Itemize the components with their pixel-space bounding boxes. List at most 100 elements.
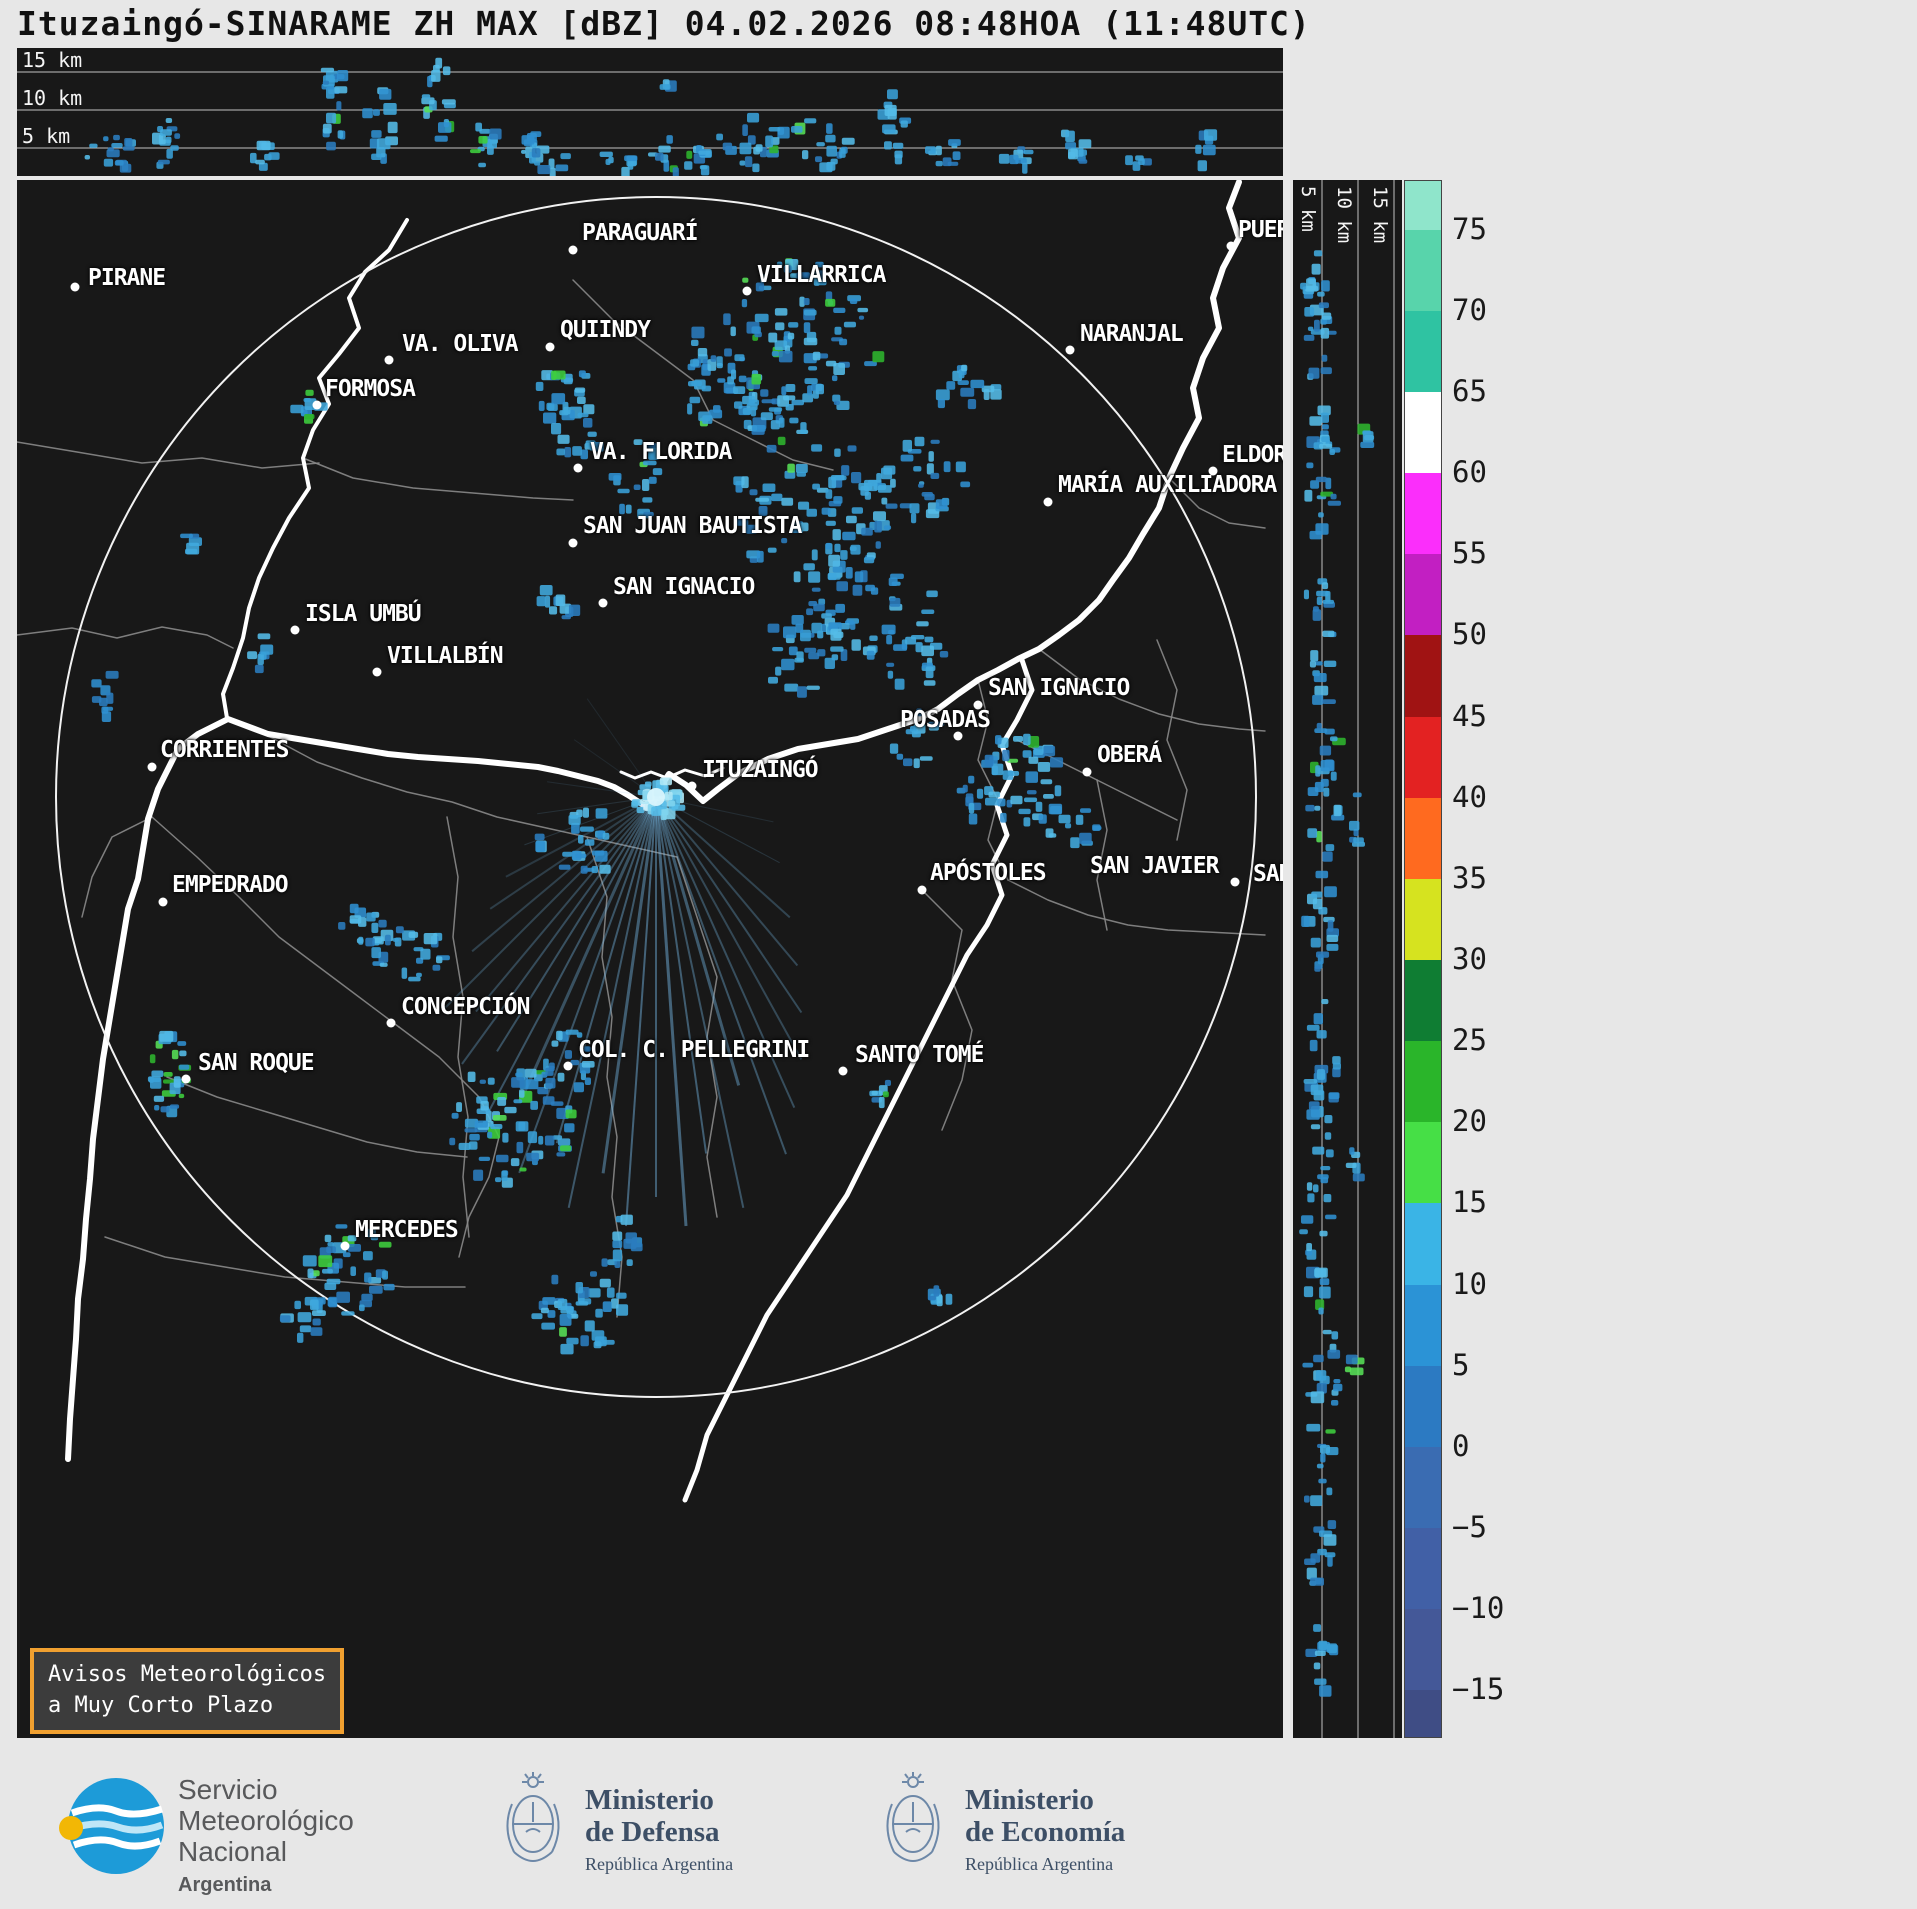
radar-echo <box>1037 762 1051 772</box>
radar-echo <box>438 122 452 133</box>
radar-echo <box>1068 148 1078 160</box>
radar-echo <box>480 1101 489 1111</box>
radar-echo <box>919 756 933 761</box>
radar-echo <box>671 804 686 811</box>
city-label: EMPEDRADO <box>172 872 289 898</box>
radar-echo <box>957 380 969 385</box>
radar-echo <box>736 519 749 526</box>
radar-echo <box>420 948 431 960</box>
radar-echo <box>857 307 869 313</box>
radar-echo <box>1317 1069 1325 1080</box>
radar-echo <box>900 454 914 462</box>
radar-echo <box>616 1304 629 1316</box>
city-label: SAN JUAN BAUTISTA <box>583 513 802 539</box>
colorbar-band <box>1405 181 1441 231</box>
radar-echo <box>560 1343 574 1355</box>
radar-echo <box>612 1249 623 1262</box>
radar-echo <box>781 658 795 671</box>
radar-echo <box>1321 312 1332 320</box>
radar-echo <box>1035 801 1043 812</box>
radar-echo <box>1303 1286 1314 1298</box>
radar-echo <box>326 1246 336 1253</box>
radar-echo <box>561 615 571 620</box>
radar-echo <box>1315 476 1327 483</box>
radar-echo <box>935 389 950 401</box>
radar-echo <box>768 676 778 684</box>
radar-echo <box>1321 436 1330 443</box>
radar-echo <box>816 142 825 147</box>
city-dot <box>1043 497 1053 507</box>
radar-echo <box>362 108 373 119</box>
radar-echo <box>832 375 838 382</box>
radar-echo <box>1322 582 1329 590</box>
radar-echo <box>1305 1648 1318 1657</box>
radar-echo <box>504 1106 517 1114</box>
radar-echo <box>753 146 760 155</box>
radar-echo <box>1065 823 1072 829</box>
city-dot <box>917 885 927 895</box>
radar-echo <box>1318 1478 1327 1484</box>
radar-echo <box>1364 435 1375 441</box>
radar-echo <box>839 148 846 158</box>
radar-echo <box>836 581 848 592</box>
radar-echo <box>767 547 777 553</box>
radar-echo <box>1320 1177 1329 1184</box>
river <box>682 657 1035 1503</box>
radar-echo <box>612 1231 623 1241</box>
radar-echo <box>1325 844 1335 852</box>
radar-echo <box>1327 1520 1337 1529</box>
radar-echo <box>473 1169 484 1181</box>
radar-echo <box>589 441 595 451</box>
admin-boundary <box>1168 477 1266 529</box>
admin-boundary <box>572 279 834 471</box>
radar-echo <box>1324 886 1337 898</box>
colorbar-tick-label: 5 <box>1452 1347 1470 1382</box>
radar-echo <box>789 417 799 424</box>
radar-map-panel: Avisos Meteorológicos a Muy Corto Plazo … <box>17 180 1283 1738</box>
radar-echo <box>326 112 337 124</box>
radar-echo <box>1304 1495 1310 1503</box>
admin-boundary <box>17 626 234 649</box>
radar-echo <box>1344 1366 1352 1373</box>
radar-echo <box>342 1252 351 1258</box>
radar-echo <box>802 150 809 160</box>
colorbar-tick-label: 60 <box>1452 455 1487 490</box>
radar-echo <box>416 972 422 978</box>
radar-echo <box>742 277 749 283</box>
colorbar-band <box>1405 1690 1441 1737</box>
radar-echo <box>337 130 343 139</box>
radar-echo <box>322 1268 333 1274</box>
smn-line-1: Servicio <box>178 1774 278 1805</box>
radar-echo <box>106 692 114 704</box>
radar-echo <box>751 373 762 385</box>
radar-echo <box>469 1133 480 1141</box>
radar-echo <box>1007 758 1019 763</box>
radar-echo <box>122 146 135 151</box>
radar-echo <box>689 396 701 404</box>
radar-echo <box>800 629 811 642</box>
radar-echo <box>751 326 761 334</box>
radar-echo <box>775 322 785 331</box>
radar-echo <box>575 853 587 859</box>
radar-echo <box>545 1077 556 1089</box>
radar-echo <box>432 964 441 971</box>
colorbar-band <box>1405 960 1441 1042</box>
radar-echo <box>723 313 731 326</box>
city-dot <box>953 731 963 741</box>
radar-echo <box>1320 1453 1326 1463</box>
radar-echo <box>365 937 375 947</box>
radar-echo <box>787 332 795 340</box>
radar-echo <box>580 449 588 460</box>
radar-echo <box>739 160 746 166</box>
radar-echo <box>811 549 818 561</box>
radar-echo <box>169 1104 180 1109</box>
radar-echo <box>803 337 818 346</box>
radar-spoke <box>655 796 708 1154</box>
radar-echo <box>511 1077 525 1088</box>
radar-echo <box>633 439 643 445</box>
city-label: NARANJAL <box>1080 321 1184 347</box>
radar-echo <box>395 926 404 934</box>
radar-echo <box>1319 443 1333 449</box>
radar-echo <box>854 571 864 583</box>
radar-echo <box>124 138 133 147</box>
